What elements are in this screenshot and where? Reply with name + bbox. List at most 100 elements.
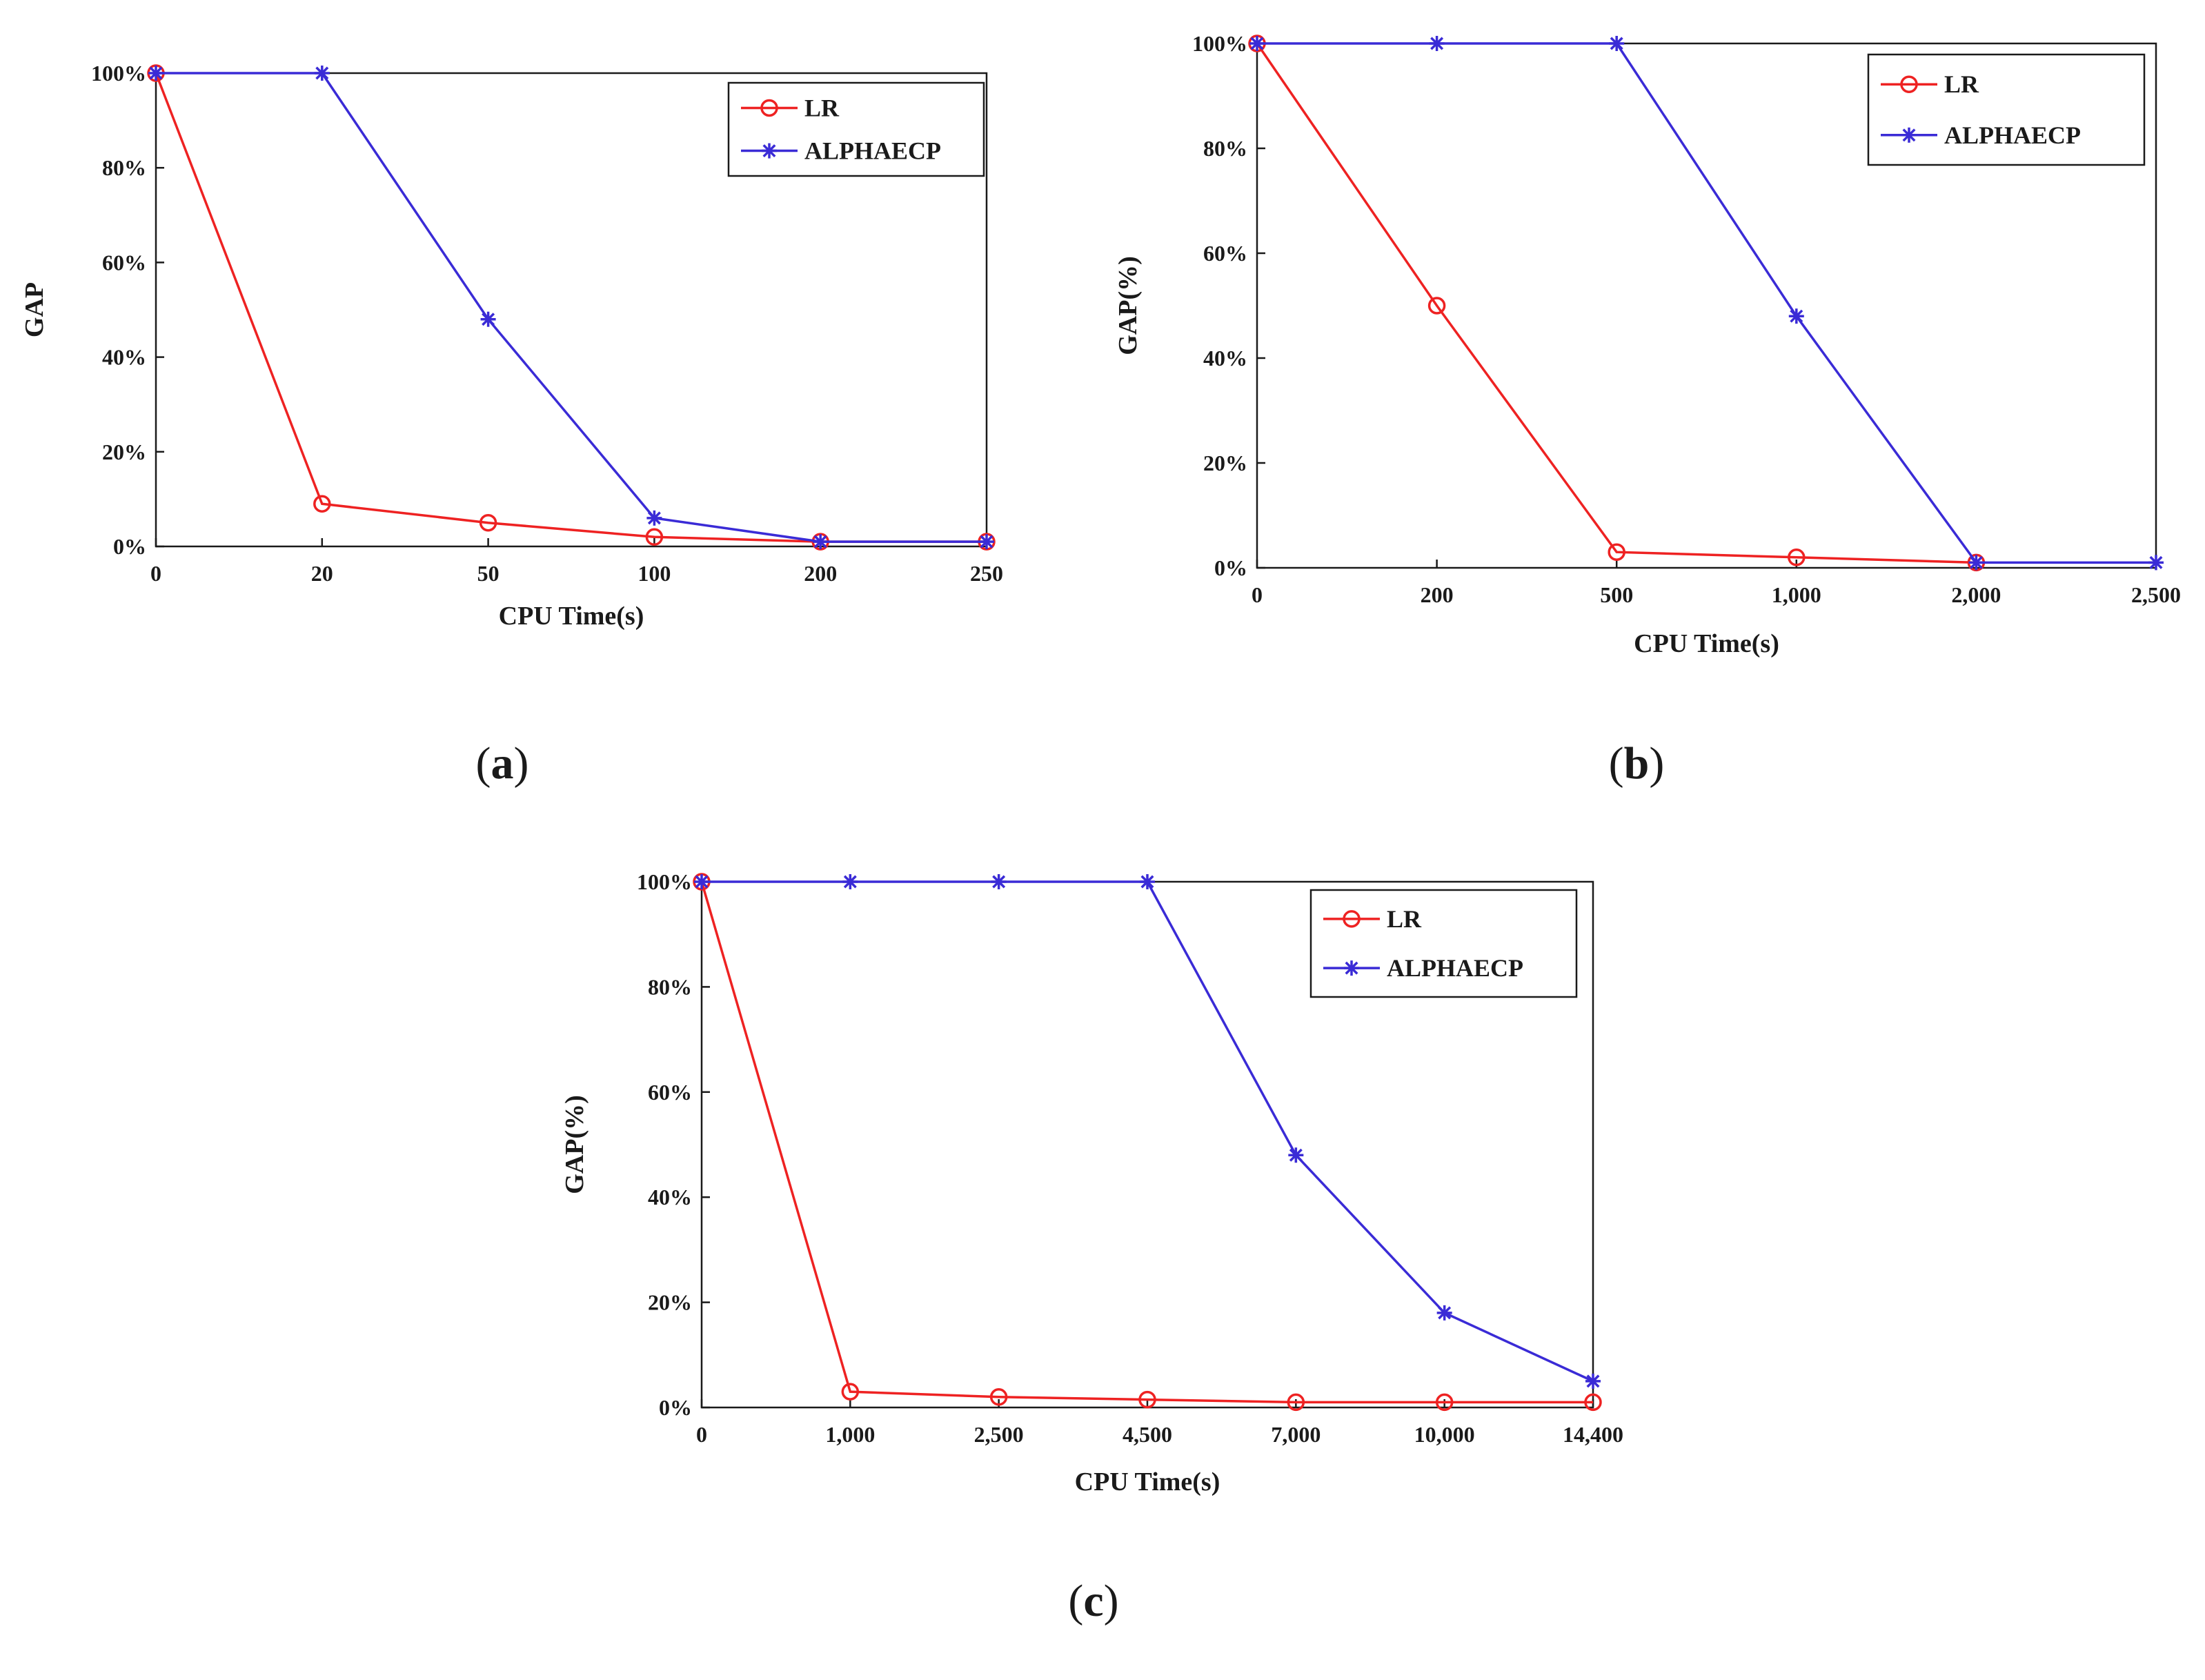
data-point-alphaecp [813, 534, 829, 550]
y-tick-label: 0% [659, 1395, 692, 1420]
y-tick-label: 60% [102, 250, 146, 275]
series-line-alphaecp [1257, 42, 2156, 564]
data-point-lr [1608, 543, 1625, 561]
series-line-lr [700, 881, 1593, 1404]
y-tick-label: 0% [113, 534, 146, 559]
data-point-lr [1138, 1390, 1156, 1409]
legend-marker-lr [760, 99, 778, 117]
y-tick-label: 80% [648, 974, 692, 999]
data-point-lr [1788, 549, 1806, 566]
legend-box [1867, 53, 2146, 166]
x-tick-label: 0 [150, 561, 161, 586]
data-point-lr [1287, 1393, 1305, 1412]
y-tick-label: 60% [1203, 241, 1247, 266]
legend: LR ALPHAECP [1309, 889, 1578, 998]
data-point-alphaecp [1140, 874, 1155, 889]
x-tick-label: 2,500 [2131, 582, 2181, 607]
x-axis-title: CPU Time(s) [1634, 629, 1779, 658]
legend-label-lr: LR [804, 94, 840, 121]
chart-b: 0% 20% 40% 60% 80% 100% 0 200 500 1,000 2,000 2,500… [1114, 31, 2181, 789]
panel-caption: (b) [1609, 738, 1665, 789]
plot-frame [1256, 42, 2157, 569]
legend: LR ALPHAECP [1867, 53, 2146, 166]
legend-marker-lr [1343, 910, 1361, 928]
data-point-alphaecp [991, 874, 1007, 889]
legend-marker-alphaecp [1344, 960, 1359, 976]
legend-marker-alphaecp [762, 143, 777, 159]
data-point-alphaecp [2148, 555, 2164, 571]
legend-marker-alphaecp [1901, 127, 1917, 143]
data-point-lr [313, 495, 331, 513]
series-alphaecp [148, 66, 994, 550]
legend-label-alphaecp: ALPHAECP [1387, 954, 1523, 982]
data-point-alphaecp [1585, 1373, 1601, 1389]
y-tick-label: 20% [648, 1290, 692, 1315]
data-point-alphaecp [1436, 1305, 1452, 1321]
y-tick-label: 0% [1214, 555, 1247, 580]
x-tick-label: 7,000 [1271, 1422, 1321, 1447]
data-point-lr [1427, 297, 1446, 315]
data-point-alphaecp [1968, 555, 1984, 571]
legend-box [727, 81, 985, 177]
data-point-lr [479, 513, 497, 532]
data-point-alphaecp [842, 874, 858, 889]
legend-label-alphaecp: ALPHAECP [1944, 121, 2081, 149]
data-point-lr [1435, 1393, 1454, 1412]
x-tick-label: 0 [1252, 582, 1263, 607]
legend-label-lr: LR [1387, 905, 1422, 933]
data-point-alphaecp [1288, 1147, 1304, 1163]
y-tick-label: 40% [1203, 346, 1247, 370]
data-point-alphaecp [480, 311, 496, 327]
panel-caption: (c) [1068, 1576, 1118, 1626]
data-point-alphaecp [694, 874, 709, 889]
x-tick-label: 1,000 [825, 1422, 875, 1447]
plot-frame [155, 72, 988, 548]
legend-box [1309, 889, 1578, 998]
x-tick-label: 50 [477, 561, 500, 586]
data-point-lr [989, 1388, 1008, 1406]
x-axis-title: CPU Time(s) [1075, 1467, 1220, 1496]
x-tick-label: 1,000 [1772, 582, 1821, 607]
x-tick-label: 0 [696, 1422, 707, 1447]
x-tick-label: 14,400 [1563, 1422, 1623, 1447]
data-point-alphaecp [148, 66, 164, 81]
x-tick-label: 200 [804, 561, 837, 586]
x-tick-label: 10,000 [1414, 1422, 1475, 1447]
y-tick-label: 100% [637, 869, 692, 894]
x-tick-label: 4,500 [1123, 1422, 1172, 1447]
legend: LR ALPHAECP [727, 81, 985, 177]
data-point-alphaecp [979, 534, 994, 550]
y-axis-title: GAP(%) [560, 1095, 589, 1194]
legend-label-alphaecp: ALPHAECP [804, 137, 941, 165]
data-point-alphaecp [1249, 36, 1265, 51]
y-axis-title: GAP(%) [1114, 256, 1143, 355]
legend-marker-lr [1900, 75, 1918, 93]
x-tick-label: 20 [311, 561, 333, 586]
data-point-alphaecp [1788, 308, 1804, 324]
y-tick-label: 40% [648, 1185, 692, 1209]
y-tick-label: 100% [91, 61, 146, 86]
y-tick-label: 40% [102, 345, 146, 370]
x-tick-label: 250 [970, 561, 1003, 586]
legend-label-lr: LR [1944, 70, 1979, 98]
series-alphaecp [694, 874, 1601, 1389]
x-tick-label: 100 [637, 561, 671, 586]
data-point-alphaecp [1429, 36, 1445, 51]
panel-caption: (a) [476, 738, 529, 789]
series-alphaecp [1249, 36, 2164, 571]
series-line-alphaecp [156, 72, 987, 543]
series-line-lr [1256, 43, 1977, 564]
x-tick-label: 2,500 [974, 1422, 1024, 1447]
chart-c: 0% 20% 40% 60% 80% 100% 0 1,000 2,500 4,500 7,000 1… [560, 869, 1623, 1626]
x-axis-title: CPU Time(s) [499, 602, 644, 631]
x-tick-label: 2,000 [1951, 582, 2001, 607]
y-tick-label: 80% [1203, 136, 1247, 161]
data-point-lr [645, 528, 664, 546]
x-tick-label: 200 [1421, 582, 1454, 607]
y-tick-label: 20% [102, 439, 146, 464]
x-tick-label: 500 [1600, 582, 1633, 607]
data-point-lr [1584, 1393, 1602, 1412]
data-point-alphaecp [314, 66, 330, 81]
